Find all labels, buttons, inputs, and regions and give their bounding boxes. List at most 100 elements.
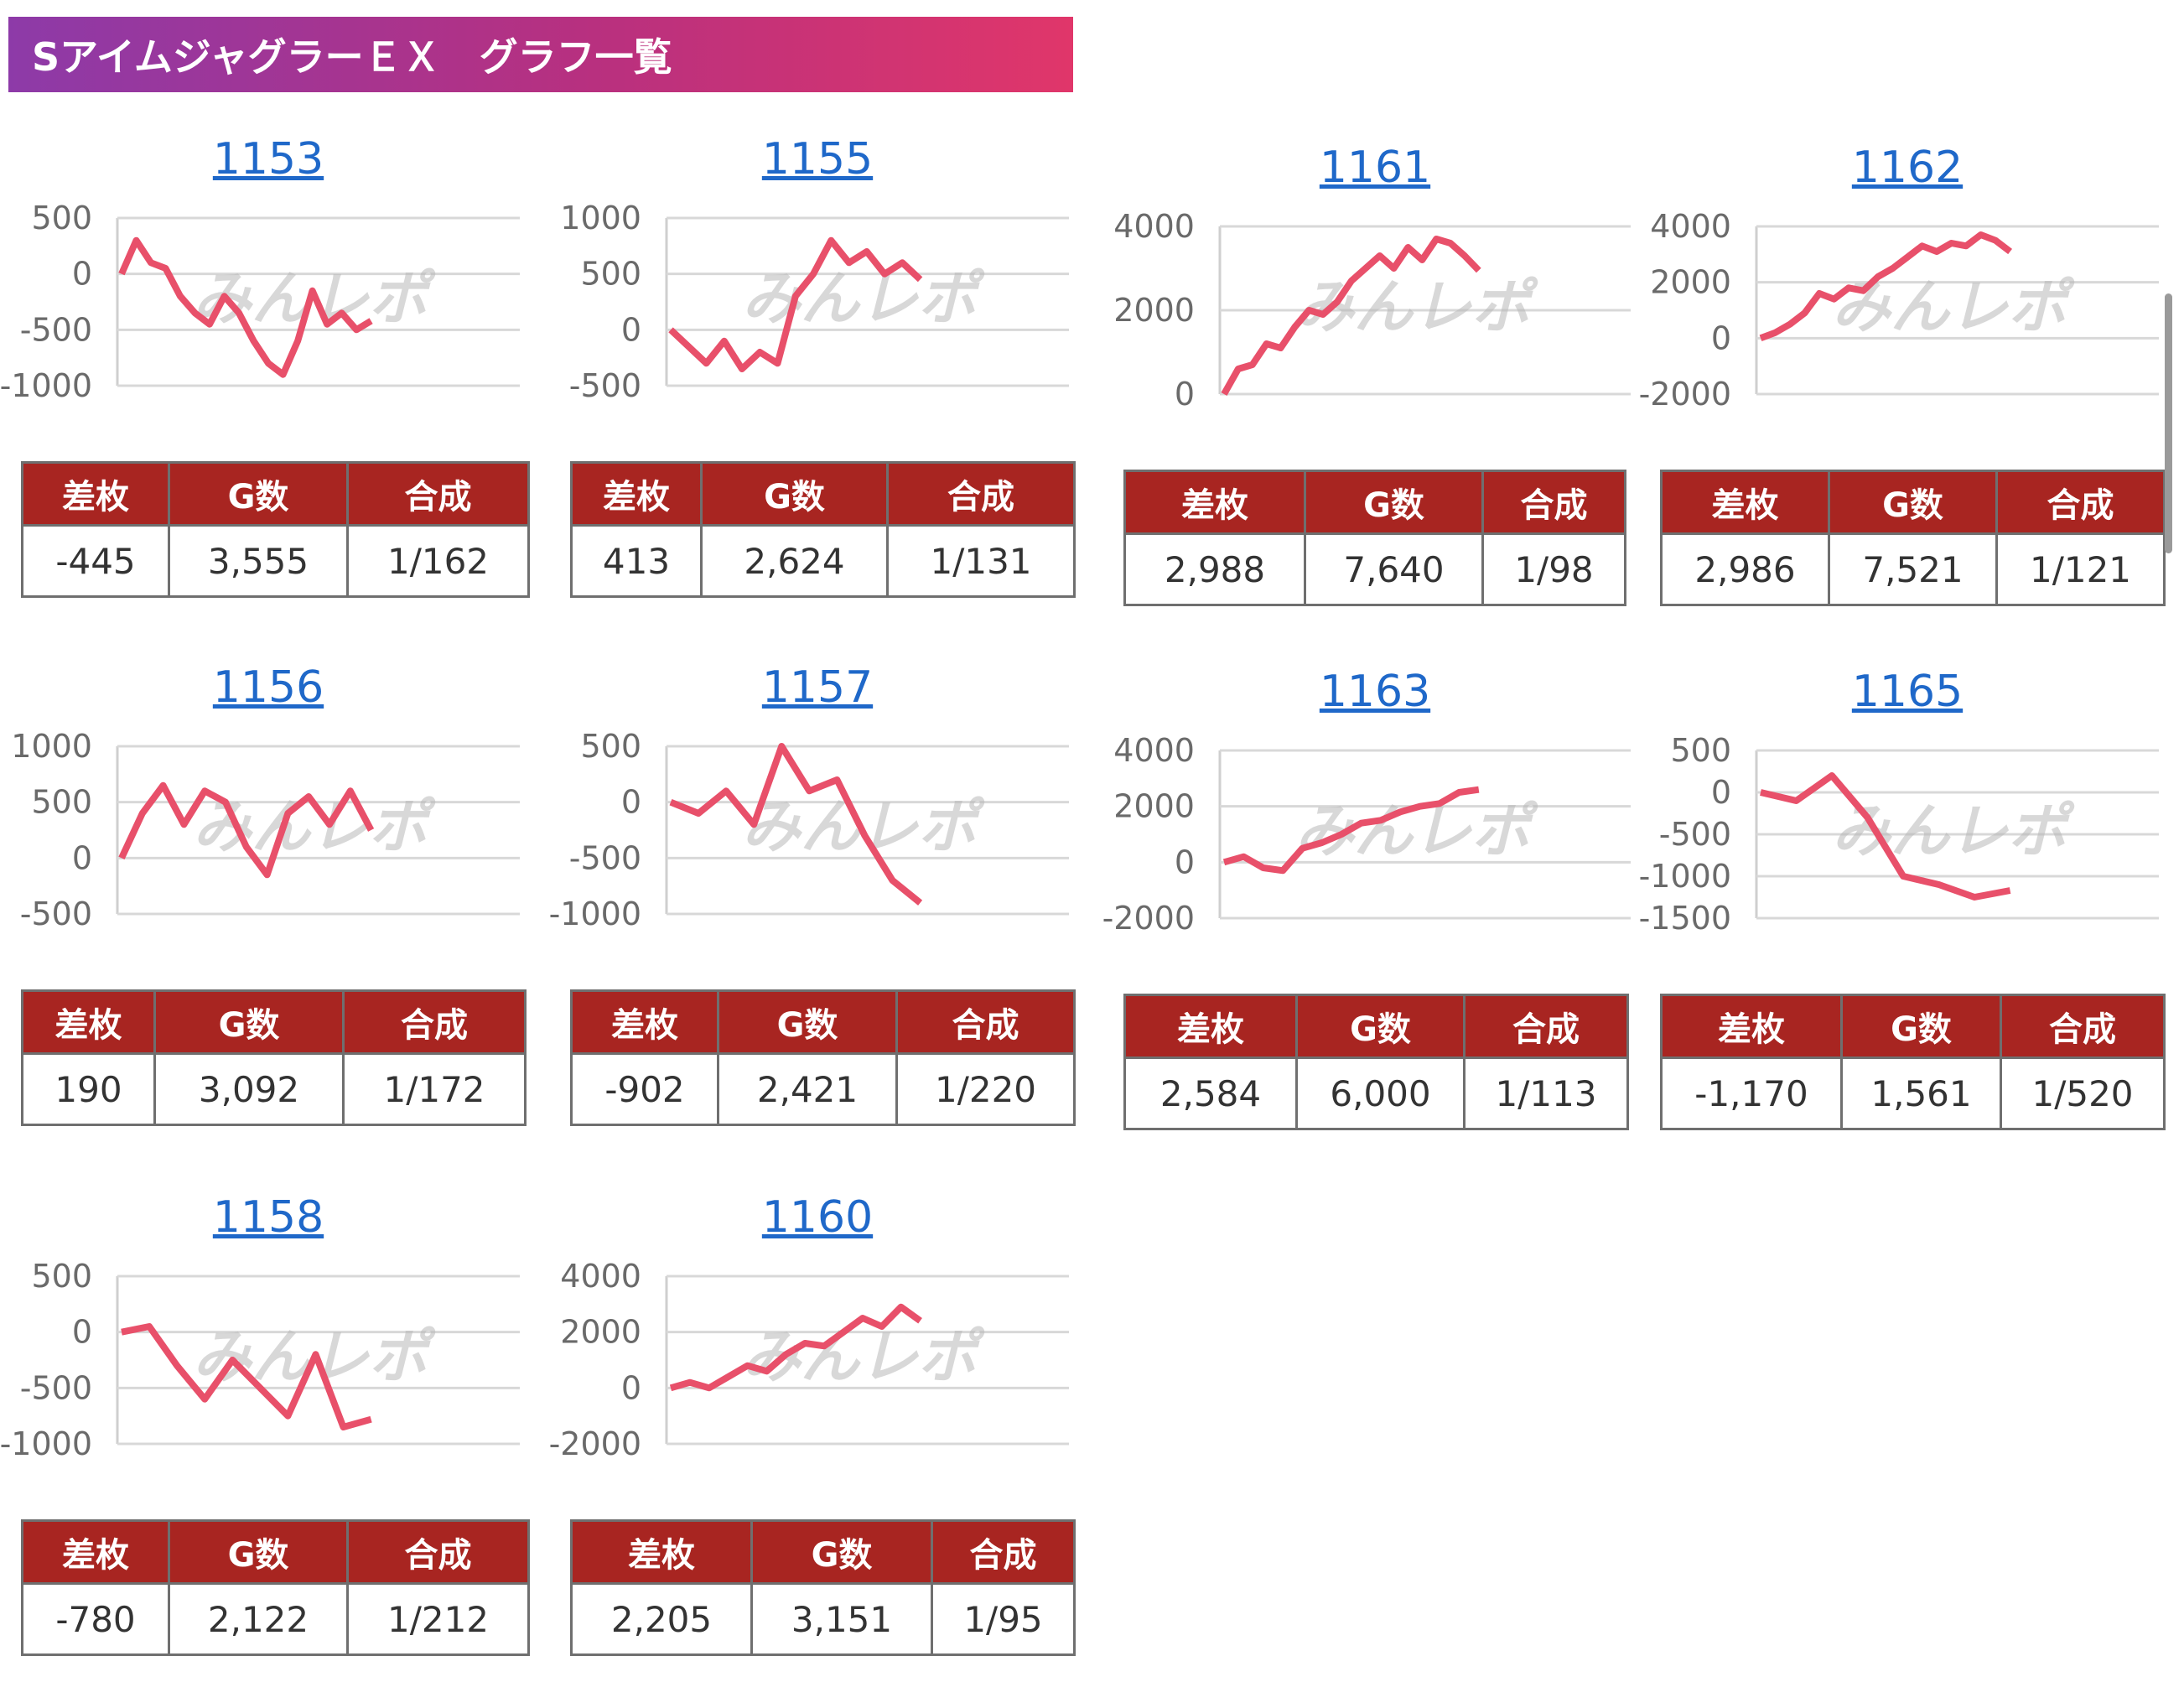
combined-header: 合成	[346, 1519, 530, 1585]
y-tick-label: 4000	[560, 1258, 641, 1295]
stats-table: 差枚 G数 合成 -902 2,421 1/220	[570, 989, 1076, 1126]
y-tick-label: 4000	[1650, 208, 1731, 245]
series-line	[1222, 786, 1480, 875]
games-header: G数	[717, 989, 898, 1055]
y-tick-label: 1000	[11, 728, 92, 765]
combined-value: 1/162	[346, 524, 530, 598]
machine-link-1155[interactable]: 1155	[761, 134, 874, 184]
combined-value: 1/121	[1995, 532, 2166, 606]
y-tick-label: 0	[1711, 319, 1731, 356]
series-line	[668, 236, 923, 372]
diff-value: 2,205	[570, 1582, 753, 1656]
stats-table: 差枚 G数 合成 190 3,092 1/172	[21, 989, 527, 1126]
stats-table: 差枚 G数 合成 -1,170 1,561 1/520	[1660, 994, 2166, 1130]
series-line	[121, 1323, 372, 1430]
diff-header: 差枚	[570, 989, 719, 1055]
combined-header: 合成	[1995, 470, 2166, 535]
diff-value: 2,584	[1123, 1056, 1298, 1130]
y-tick-label: 2000	[560, 1314, 641, 1351]
combined-value: 1/95	[931, 1582, 1076, 1656]
games-value: 7,640	[1304, 532, 1484, 606]
machine-panel-1161: 1161 4000 2000 0 みんレポ 差枚 G数 合成 2,988 7,640 1/98	[1102, 143, 1647, 612]
machine-panel-1160: 1160 4000 2000 0 -2000 みんレポ 差枚 G数 合成 2,205 3,151 1/…	[549, 1192, 1086, 1662]
games-value: 2,624	[700, 524, 889, 598]
y-tick-label: 500	[31, 1258, 92, 1295]
machine-link-1157[interactable]: 1157	[761, 662, 874, 713]
series-line	[118, 236, 373, 378]
y-tick-label: 500	[1670, 732, 1731, 769]
games-header: G数	[1304, 470, 1484, 535]
y-tick-label: 0	[1711, 774, 1731, 811]
combined-header: 合成	[886, 461, 1076, 527]
games-value: 6,000	[1295, 1056, 1466, 1130]
machine-panel-1155: 1155 1000 500 0 -500 みんレポ 差枚 G数 合成 413 2,624 1/131	[549, 134, 1086, 604]
stats-table: 差枚 G数 合成 -780 2,122 1/212	[21, 1519, 530, 1656]
games-header: G数	[168, 461, 349, 527]
watermark-logo: みんレポ	[1832, 797, 2075, 865]
y-tick-label: -2000	[549, 1425, 641, 1462]
combined-header: 合成	[342, 989, 527, 1055]
y-tick-label: -500	[20, 311, 92, 348]
combined-header: 合成	[931, 1519, 1076, 1585]
chart-1155: 1000 500 0 -500 みんレポ	[560, 200, 1069, 404]
combined-value: 1/98	[1481, 532, 1626, 606]
combined-header: 合成	[1463, 994, 1629, 1059]
machine-link-1163[interactable]: 1163	[1319, 667, 1431, 717]
y-tick-label: -500	[20, 896, 92, 932]
diff-header: 差枚	[21, 989, 156, 1055]
games-value: 7,521	[1828, 532, 1998, 606]
machine-link-1156[interactable]: 1156	[212, 662, 324, 713]
y-tick-label: 0	[1175, 376, 1195, 413]
watermark-logo: みんレポ	[742, 264, 985, 333]
games-header: G数	[750, 1519, 933, 1585]
diff-header: 差枚	[1660, 994, 1843, 1059]
y-tick-label: 500	[31, 200, 92, 236]
series-line	[1760, 772, 2011, 901]
diff-value: 2,986	[1660, 532, 1830, 606]
machine-panel-1165: 1165 500 0 -500 -1000 -1500 みんレポ 差枚 G数 合成 -1,170 1,…	[1639, 667, 2176, 1136]
machine-link-1165[interactable]: 1165	[1851, 667, 1964, 717]
y-tick-label: 2000	[1113, 292, 1195, 329]
diff-value: -1,170	[1660, 1056, 1843, 1130]
games-value: 3,151	[750, 1582, 933, 1656]
stats-table: 差枚 G数 合成 2,205 3,151 1/95	[570, 1519, 1076, 1656]
y-tick-label: 2000	[1650, 264, 1731, 301]
combined-header: 合成	[346, 461, 530, 527]
machine-link-1158[interactable]: 1158	[212, 1192, 324, 1243]
y-tick-label: -500	[569, 839, 641, 876]
machine-link-1161[interactable]: 1161	[1319, 143, 1431, 193]
y-tick-label: 0	[72, 839, 92, 876]
y-tick-label: 2000	[1113, 788, 1195, 825]
series-line	[1221, 236, 1481, 396]
games-value: 2,421	[717, 1052, 898, 1126]
series-line	[1759, 231, 2013, 342]
y-tick-label: 0	[72, 1314, 92, 1351]
diff-value: -780	[21, 1582, 170, 1656]
games-header: G数	[1295, 994, 1466, 1059]
machine-link-1160[interactable]: 1160	[761, 1192, 874, 1243]
y-tick-label: -500	[1659, 816, 1731, 853]
y-tick-label: -1000	[1639, 858, 1731, 895]
games-value: 3,555	[168, 524, 349, 598]
diff-header: 差枚	[1123, 470, 1306, 535]
scrollbar[interactable]	[2165, 293, 2172, 553]
y-tick-label: -500	[569, 367, 641, 404]
chart-1165: 500 0 -500 -1000 -1500 みんレポ	[1639, 732, 2159, 937]
combined-value: 1/172	[342, 1052, 527, 1126]
machine-panel-1153: 1153 500 0 -500 -1000 みんレポ 差枚 G数 合成 -445 3,555 1/16…	[0, 134, 537, 604]
y-tick-label: -1000	[0, 1425, 92, 1462]
y-tick-label: 4000	[1113, 208, 1195, 245]
combined-header: 合成	[1481, 470, 1626, 535]
games-header: G数	[153, 989, 345, 1055]
machine-link-1162[interactable]: 1162	[1851, 143, 1964, 193]
page-title: SアイムジャグラーＥＸ グラフ一覧	[32, 34, 672, 80]
diff-value: 2,988	[1123, 532, 1306, 606]
y-tick-label: 500	[580, 728, 641, 765]
machine-link-1153[interactable]: 1153	[212, 134, 324, 184]
stats-table: 差枚 G数 合成 2,988 7,640 1/98	[1123, 470, 1626, 606]
y-tick-label: 500	[580, 256, 641, 293]
